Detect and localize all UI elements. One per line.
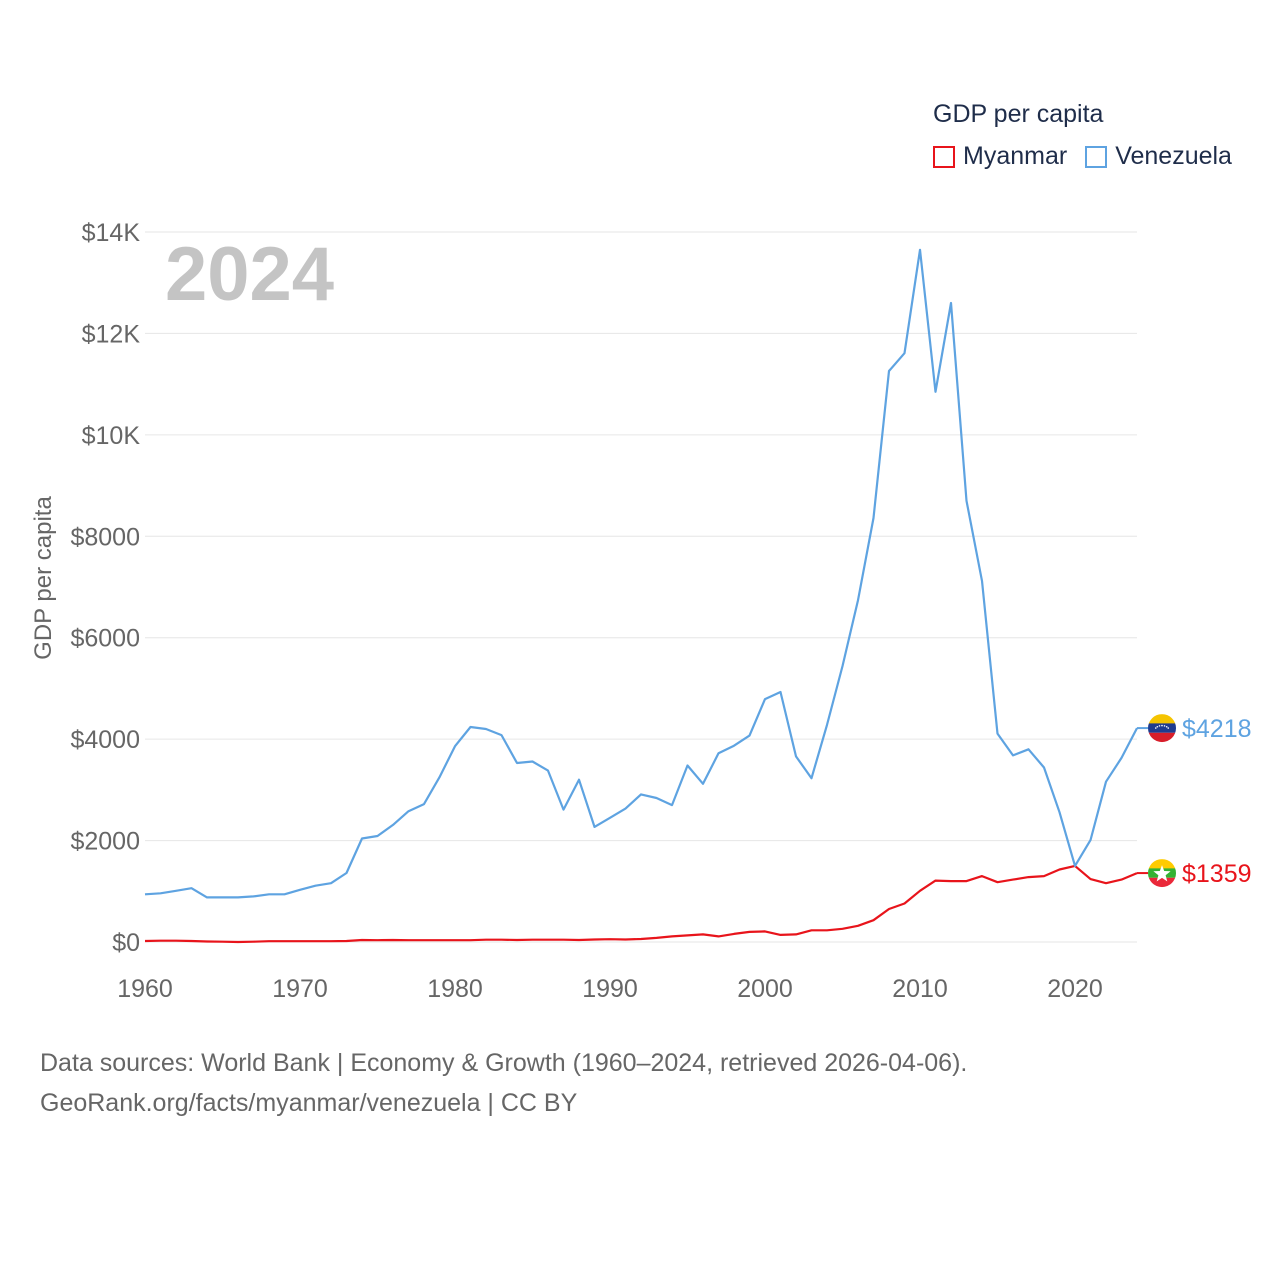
x-tick-label: 1960 (117, 975, 173, 1003)
source-line-1: Data sources: World Bank | Economy & Gro… (40, 1049, 968, 1077)
venezuela-end-value-label: $4218 (1182, 715, 1252, 743)
legend-title: GDP per capita (933, 100, 1104, 128)
x-tick-label: 2010 (892, 975, 948, 1003)
y-tick-label: $0 (112, 929, 140, 957)
legend: Myanmar Venezuela (933, 142, 1250, 171)
x-tick-labels: 1960 1970 1980 1990 2000 2010 2020 (117, 975, 1103, 1003)
venezuela-flag-icon (1137, 714, 1176, 743)
legend-label-myanmar: Myanmar (963, 142, 1068, 170)
y-tick-label: $8000 (70, 523, 140, 551)
y-axis-label: GDP per capita (30, 496, 57, 660)
x-tick-label: 2000 (737, 975, 793, 1003)
y-tick-label: $14K (82, 219, 141, 247)
myanmar-end-value-label: $1359 (1182, 860, 1252, 888)
y-tick-label: $2000 (70, 828, 140, 856)
y-tick-label: $12K (82, 320, 141, 348)
legend-item-venezuela[interactable]: Venezuela (1085, 142, 1232, 171)
legend-label-venezuela: Venezuela (1115, 142, 1232, 170)
y-tick-label: $10K (82, 422, 141, 450)
legend-swatch-venezuela (1085, 145, 1108, 168)
year-watermark: 2024 (165, 232, 334, 317)
data-source-note: Data sources: World Bank | Economy & Gro… (40, 1043, 967, 1123)
y-tick-labels: $0 $2000 $4000 $6000 $8000 $10K $12K $14K (70, 219, 140, 957)
y-tick-label: $6000 (70, 625, 140, 653)
series-lines (144, 248, 1138, 944)
legend-item-myanmar[interactable]: Myanmar (933, 142, 1067, 171)
y-tick-label: $4000 (70, 726, 140, 754)
myanmar-flag-icon (1137, 859, 1176, 888)
series-line-venezuela (144, 248, 1138, 899)
gridlines (145, 231, 1137, 943)
series-end-markers: $1359 $4218 (1137, 714, 1252, 888)
x-tick-label: 1990 (582, 975, 638, 1003)
source-line-2[interactable]: GeoRank.org/facts/myanmar/venezuela | CC… (40, 1089, 578, 1117)
x-tick-label: 2020 (1047, 975, 1103, 1003)
x-tick-label: 1970 (272, 975, 328, 1003)
legend-swatch-myanmar (933, 145, 955, 168)
series-line-myanmar (144, 864, 1138, 944)
x-tick-label: 1980 (427, 975, 483, 1003)
